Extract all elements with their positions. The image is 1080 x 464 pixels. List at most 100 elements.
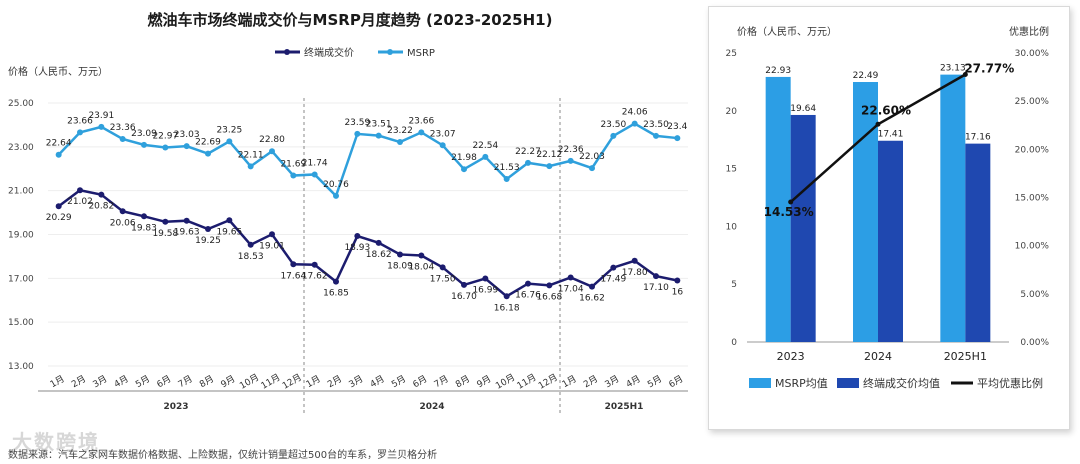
transaction-data-label: 16.76 [515,291,541,301]
transaction-point [226,217,233,224]
y2-tick-label: 0.00% [1020,338,1049,348]
trans-avg-bar [965,143,991,342]
transaction-data-label: 17.10 [643,283,669,293]
transaction-data-label: 16.70 [451,292,477,302]
legend-msrp-avg-swatch [749,378,771,388]
year-group-label: 2024 [419,402,444,412]
transaction-point [247,241,254,248]
y2-tick-label: 30.00% [1015,49,1050,59]
msrp-point [375,132,382,139]
msrp-data-label: 21.69 [280,160,306,170]
transaction-point [55,203,62,210]
x-tick-label: 8月 [198,373,216,390]
year-group-label: 2023 [163,402,188,412]
y-tick-label: 21.00 [8,187,34,197]
transaction-point [589,283,595,290]
transaction-point [290,261,297,268]
transaction-data-label: 16.99 [472,286,498,296]
left-axis-label: 价格（人民币、万元） [737,25,837,38]
transaction-data-label: 20.82 [88,202,114,212]
y-tick-label: 20 [726,107,738,117]
transaction-point [653,273,659,280]
msrp-avg-bar [853,82,878,343]
msrp-point [439,142,446,149]
y-tick-label: 19.00 [8,231,34,241]
msrp-point [589,165,595,172]
x-tick-label: 5月 [134,373,152,390]
transaction-data-label: 19.25 [195,236,221,246]
msrp-data-label: 22.64 [46,139,72,149]
msrp-line [57,122,678,199]
msrp-data-label: 21.74 [302,158,328,168]
transaction-point [354,233,361,240]
y2-tick-label: 25.00% [1015,97,1050,107]
legend-msrp-label: MSRP [407,48,435,59]
y-tick-label: 23.00 [8,143,34,153]
transaction-line [57,188,678,298]
bar-data-label: 17.16 [965,133,991,143]
msrp-point [141,141,147,148]
x-tick-label: 2025H1 [944,350,987,363]
msrp-point [418,129,425,136]
x-tick-label: 11月 [259,372,282,392]
msrp-point [397,139,403,146]
bar-data-label: 19.64 [790,104,816,114]
msrp-data-label: 23.66 [67,116,93,126]
bar-data-label: 17.41 [878,130,904,140]
transaction-point [482,275,489,282]
msrp-point [546,163,553,170]
transaction-point [525,280,531,287]
transaction-data-label: 16.68 [536,292,562,302]
msrp-data-label: 23.22 [387,126,413,136]
msrp-data-label: 24.06 [622,108,648,118]
right-legend: MSRP均值 终端成交价均值 平均优惠比例 [749,376,1043,390]
transaction-point [546,282,553,289]
msrp-avg-bar [765,76,791,342]
msrp-point [183,143,190,150]
msrp-data-label: 22.11 [238,150,264,160]
y-tick-label: 15 [726,165,737,175]
x-tick-label: 2月 [326,373,344,390]
msrp-point [333,192,339,199]
x-tick-label: 6月 [667,373,685,390]
msrp-data-label: 22.69 [195,138,221,148]
msrp-point [98,123,105,130]
msrp-data-label: 23.50 [643,120,669,130]
x-tick-label: 10月 [494,372,517,392]
msrp-data-label: 23.4 [667,122,687,132]
x-tick-label: 8月 [454,373,472,390]
transaction-point [98,191,105,198]
msrp-point [269,148,275,155]
discount-point [875,121,881,127]
msrp-point [77,129,83,136]
msrp-data-label: 23.50 [600,120,626,130]
bar-data-label: 23.13 [940,64,966,74]
transaction-data-label: 16.62 [579,294,605,304]
x-tick-label: 1月 [304,373,322,390]
x-tick-label: 6月 [411,373,429,390]
x-tick-label: 1月 [48,373,66,390]
y-axis-label: 价格（人民币、万元） [8,65,108,78]
bar-data-label: 22.49 [853,71,879,81]
msrp-data-label: 23.03 [174,130,200,140]
y-tick-label: 25 [726,49,737,59]
bar-data-label: 22.93 [765,66,791,76]
transaction-data-label: 16.85 [323,289,349,299]
msrp-data-label: 22.12 [536,150,562,160]
msrp-point [290,172,297,179]
msrp-point [631,120,638,127]
msrp-point [119,135,126,142]
trans-avg-bar [790,114,816,342]
transaction-point [205,226,211,233]
legend: 终端成交价 MSRP [275,46,435,59]
transaction-data-label: 17.49 [600,275,626,285]
x-tick-label: 10月 [238,372,261,392]
x-tick-label: 2月 [70,373,88,390]
legend-transaction-label: 终端成交价 [304,46,354,59]
msrp-data-label: 22.36 [558,145,584,155]
msrp-data-label: 23.25 [216,125,242,135]
transaction-point [183,217,190,224]
x-tick-label: 2024 [864,350,892,363]
msrp-data-label: 20.76 [323,180,349,190]
y2-tick-label: 5.00% [1020,290,1049,300]
